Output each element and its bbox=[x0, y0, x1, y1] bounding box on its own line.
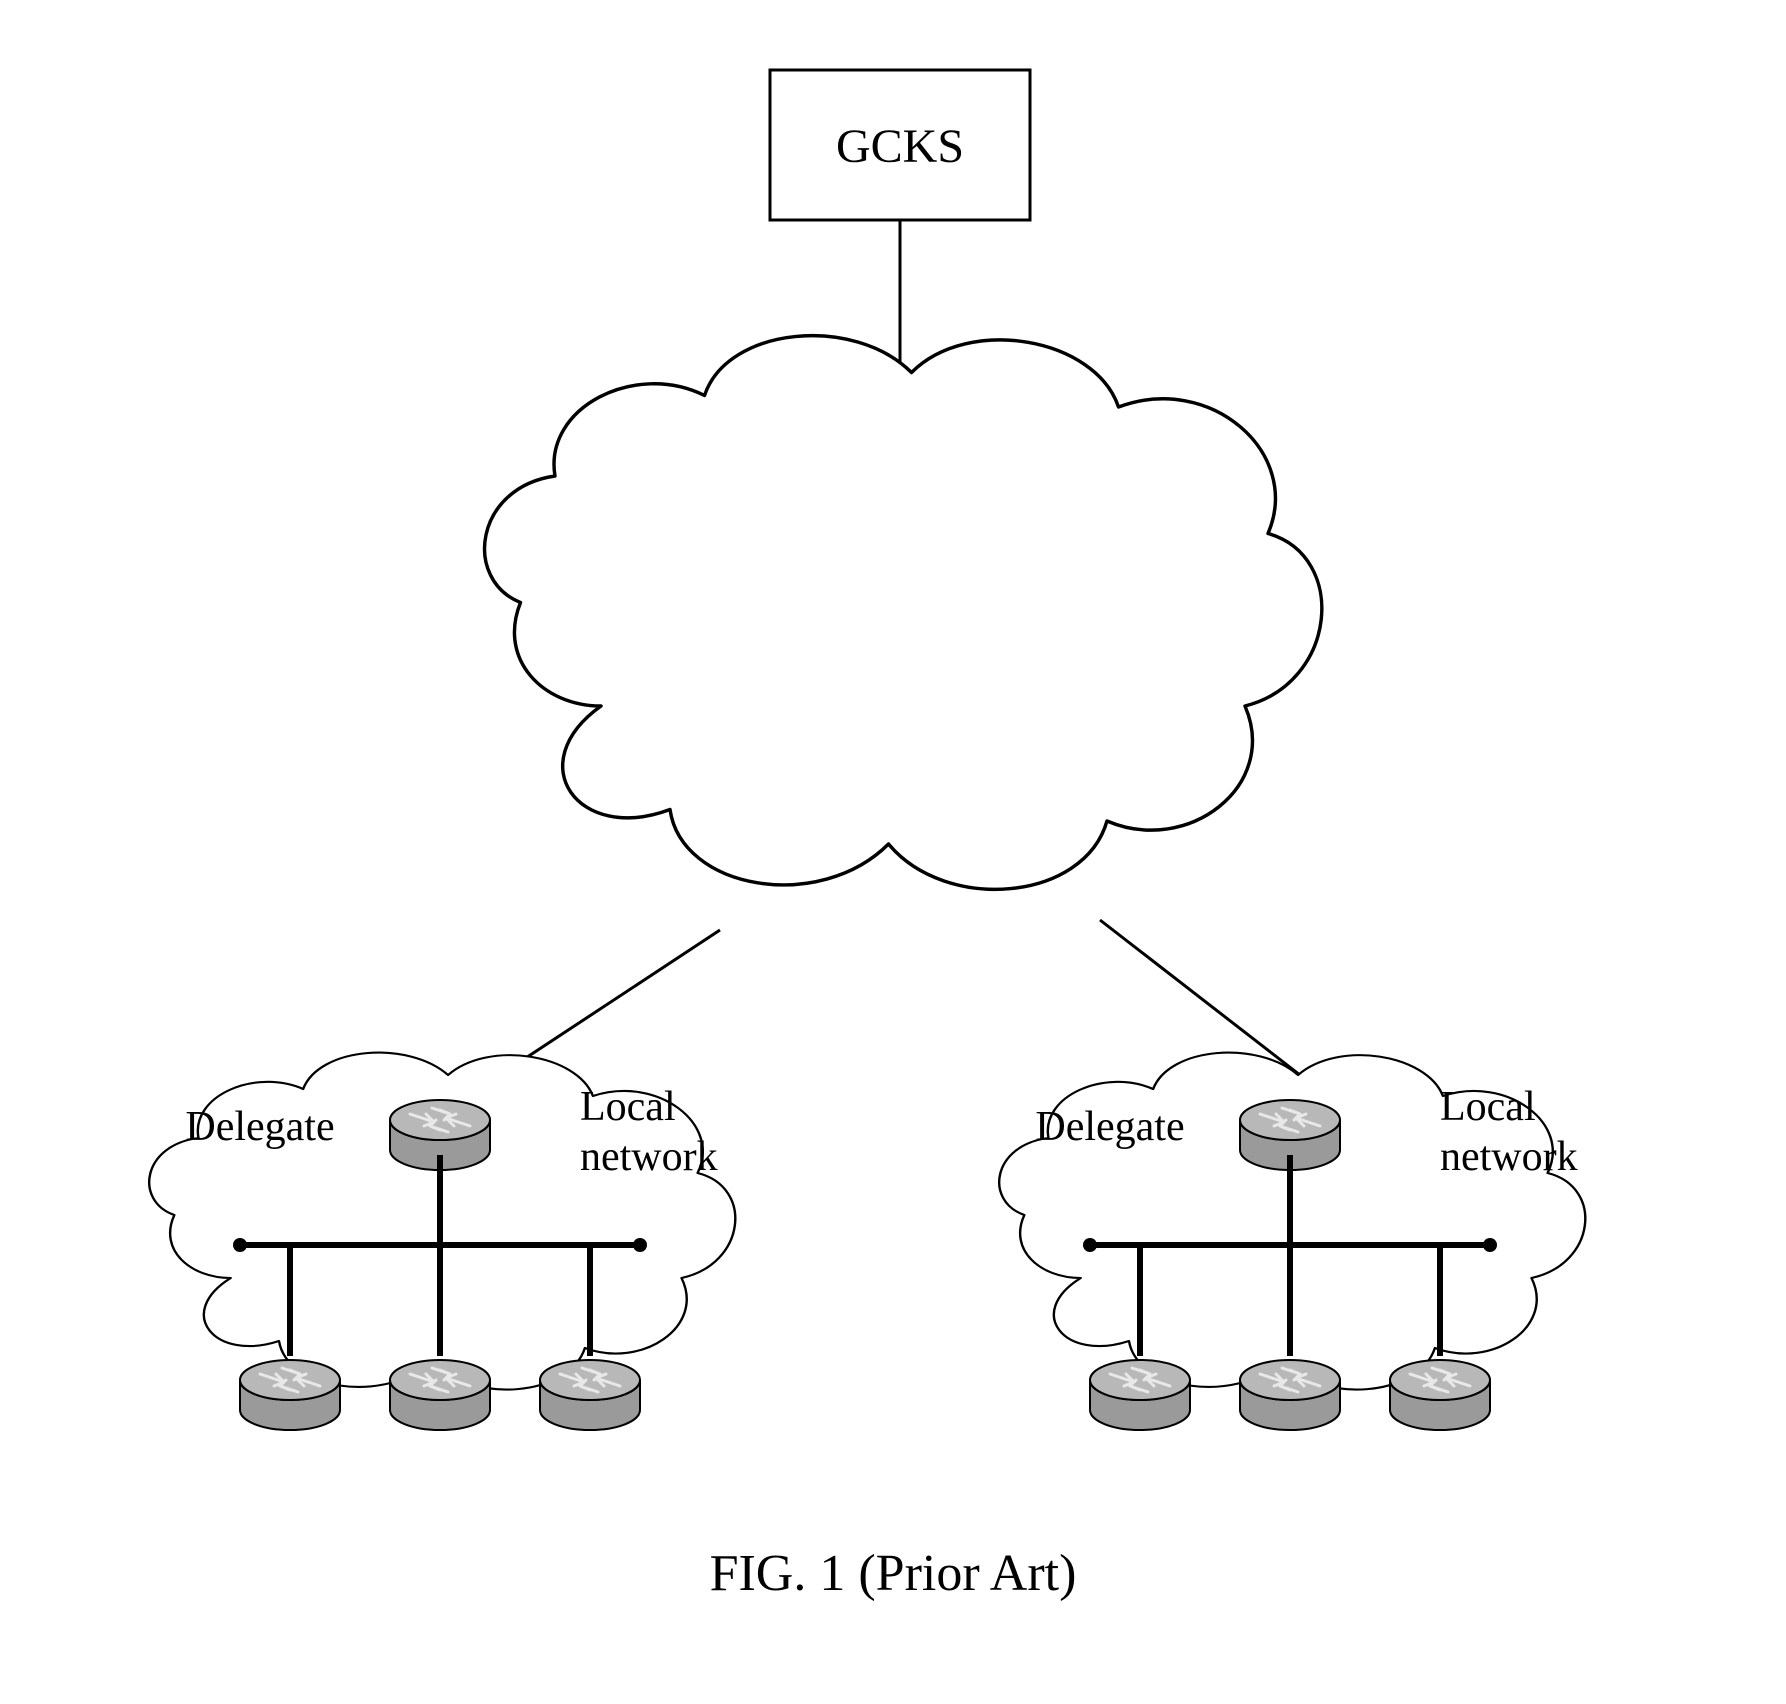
bus-end-dot bbox=[1083, 1238, 1097, 1252]
router-icon-2 bbox=[540, 1360, 640, 1430]
router-icon-1 bbox=[390, 1360, 490, 1430]
link-cloud-right bbox=[1100, 920, 1300, 1075]
figure-caption: FIG. 1 (Prior Art) bbox=[710, 1545, 1077, 1602]
local-network-0: Delegate Localnetwork bbox=[149, 1053, 735, 1430]
router-icon-0 bbox=[240, 1360, 340, 1430]
local-network-label: network bbox=[580, 1134, 718, 1180]
diagram-canvas: GCKSDelegateLocalnetworkDelegateLocalnet… bbox=[0, 0, 1786, 1704]
router-icon-1 bbox=[1240, 1360, 1340, 1430]
core-cloud bbox=[485, 336, 1322, 890]
local-network-label: Local bbox=[1440, 1084, 1536, 1130]
local-network-1: Delegate Localnetwork bbox=[999, 1053, 1585, 1430]
local-network-label: network bbox=[1440, 1134, 1578, 1180]
link-cloud-left bbox=[500, 930, 720, 1075]
router-icon-0 bbox=[1090, 1360, 1190, 1430]
local-network-label: Local bbox=[580, 1084, 676, 1130]
gcks-label: GCKS bbox=[836, 120, 964, 173]
delegate-label: Delegate bbox=[1035, 1104, 1184, 1150]
bus-end-dot bbox=[633, 1238, 647, 1252]
bus-end-dot bbox=[233, 1238, 247, 1252]
delegate-label: Delegate bbox=[185, 1104, 334, 1150]
router-icon-2 bbox=[1390, 1360, 1490, 1430]
bus-end-dot bbox=[1483, 1238, 1497, 1252]
